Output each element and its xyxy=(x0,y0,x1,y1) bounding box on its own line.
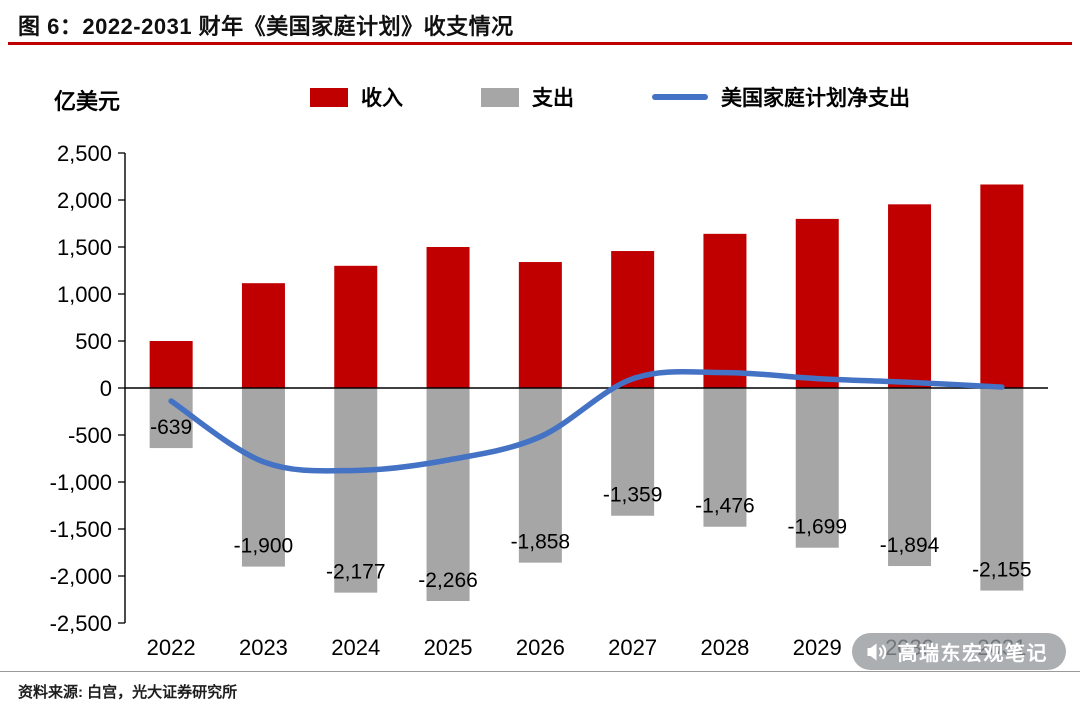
income-bar xyxy=(426,247,470,388)
expense-bar xyxy=(334,388,378,593)
expense-data-label: -1,476 xyxy=(695,495,755,518)
y-tick-label: -2,000 xyxy=(50,564,112,589)
title-underline xyxy=(8,42,1072,45)
expense-data-label: -1,900 xyxy=(234,535,294,558)
legend-item-income-label: 收入 xyxy=(361,87,403,110)
expense-data-label: -1,359 xyxy=(603,484,663,507)
expense-swatch-icon xyxy=(481,87,519,107)
expense-data-label: -2,155 xyxy=(972,559,1032,582)
x-axis-label: 2024 xyxy=(331,635,380,660)
legend-item-expense: 支出 xyxy=(481,82,574,112)
net-spend-line xyxy=(168,368,1005,474)
legend-item-expense-label: 支出 xyxy=(532,87,574,110)
y-tick-label: 1,000 xyxy=(57,282,112,307)
income-bar xyxy=(334,265,378,388)
income-bar xyxy=(241,283,285,388)
legend-item-net: 美国家庭计划净支出 xyxy=(652,82,910,112)
y-tick-label: 2,500 xyxy=(57,141,112,166)
y-axis-unit-label: 亿美元 xyxy=(54,89,121,114)
y-tick-label: -1,500 xyxy=(50,517,112,542)
expense-bar xyxy=(241,388,285,567)
x-axis-label: 2026 xyxy=(516,635,565,660)
x-axis-label: 2022 xyxy=(147,635,196,660)
expense-bar xyxy=(703,388,747,527)
footer-divider xyxy=(0,671,1080,672)
watermark-text: 高瑞东宏观笔记 xyxy=(897,643,1048,665)
figure-title: 图 6：2022-2031 财年《美国家庭计划》收支情况 xyxy=(18,14,514,39)
x-axis-label: 2025 xyxy=(424,635,473,660)
expense-bar xyxy=(149,388,193,449)
expense-data-label: -1,894 xyxy=(880,534,940,557)
income-bar xyxy=(795,218,839,388)
expense-data-label: -2,266 xyxy=(418,569,478,592)
legend-item-net-label: 美国家庭计划净支出 xyxy=(721,87,910,110)
income-bar xyxy=(518,262,562,388)
income-bar xyxy=(611,251,655,388)
x-axis-label: 2029 xyxy=(793,635,842,660)
y-tick-label: -2,500 xyxy=(50,611,112,636)
legend-item-income: 收入 xyxy=(310,82,403,112)
expense-bar xyxy=(888,388,932,567)
combo-chart-plot: 2,500 2,000 1,500 1,000 500 0 -500 -1,000 -1,500… xyxy=(50,141,1048,660)
y-tick-label: 500 xyxy=(75,329,112,354)
income-swatch-icon xyxy=(310,87,348,107)
x-axis-label: 2028 xyxy=(700,635,749,660)
income-bar xyxy=(149,341,193,388)
expense-data-label: -1,699 xyxy=(787,516,847,539)
expense-data-label: -1,858 xyxy=(511,531,571,554)
expense-bar xyxy=(795,388,839,548)
net-line-swatch-icon xyxy=(652,94,708,100)
income-bar xyxy=(703,233,747,388)
megaphone-icon xyxy=(867,643,886,660)
x-axis-label: 2027 xyxy=(608,635,657,660)
watermark-badge: 高瑞东宏观笔记 xyxy=(851,633,1066,670)
expense-bar xyxy=(980,388,1024,591)
x-axis-label: 2023 xyxy=(239,635,288,660)
y-tick-label: 0 xyxy=(100,376,112,401)
expense-data-label: -639 xyxy=(150,416,192,439)
y-tick-label: 1,500 xyxy=(57,235,112,260)
income-bar xyxy=(980,184,1024,388)
expense-bar xyxy=(426,388,470,602)
income-bar xyxy=(888,204,932,388)
source-note: 资料来源: 白宫，光大证券研究所 xyxy=(18,684,238,701)
y-tick-label: 2,000 xyxy=(57,188,112,213)
y-tick-label: -1,000 xyxy=(50,470,112,495)
expense-bar xyxy=(611,388,655,516)
y-tick-label: -500 xyxy=(68,423,112,448)
chart-legend: 收入 支出 美国家庭计划净支出 xyxy=(170,82,1050,112)
expense-data-label: -2,177 xyxy=(326,561,386,584)
expense-bar xyxy=(518,388,562,563)
